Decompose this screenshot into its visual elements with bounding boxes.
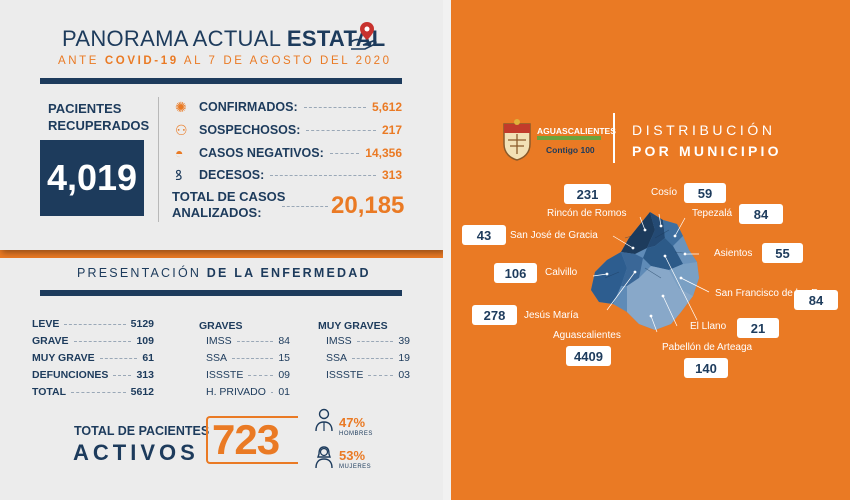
distribution-subtitle: POR MUNICIPIO [632,143,782,159]
municipality-value: 4409 [566,346,611,366]
muy-graves-header: MUY GRAVES [318,320,388,332]
table-row: GRAVE 109 [32,335,154,347]
divider [613,113,615,163]
municipality-name: Rincón de Romos [547,208,627,219]
municipality-value: 84 [739,204,783,224]
municipality-name: San Francisco de los Romo [715,288,838,299]
stat-label: CASOS NEGATIVOS: [199,146,324,160]
municipality-value: 278 [472,305,517,325]
table-row: H. PRIVADO 01 [206,386,290,398]
municipality-name: Calvillo [545,267,578,278]
table-row: SSA 15 [206,352,290,364]
dotted-leader [282,206,328,207]
stat-row-decesos: ꝸ DECESOS: 313 [175,166,402,184]
women-label: MUJERES [339,464,372,470]
section-title: PRESENTACIÓN DE LA ENFERMEDAD [77,266,371,280]
hand-location-pin-icon [350,22,377,50]
table-row: SSA 19 [326,352,410,364]
recovered-value: 4,019 [40,140,144,216]
municipality-name: Asientos [714,248,753,259]
ribbon-icon: ꝸ [175,166,183,183]
municipality-value: 231 [564,184,611,204]
stat-row-negativos: ◓ CASOS NEGATIVOS: 14,356 [175,144,402,162]
recovered-label: PACIENTES RECUPERADOS [48,101,150,133]
municipality-value: 84 [794,290,838,310]
divider [158,97,159,222]
active-value-frame [206,416,298,464]
total-cases-value: 20,185 [331,192,405,219]
women-percentage: 53% [339,448,366,463]
municipality-name: San José de Gracia [510,230,598,241]
municipality-name: Tepezalá [692,208,733,219]
divider [40,290,402,296]
stat-label: CONFIRMADOS: [199,100,298,114]
state-overview-panel: PANORAMA ACTUAL ESTATAL ANTE COVID-19 AL… [0,0,443,250]
stat-value: 217 [381,123,402,137]
logo-slogan: Contigo 100 [546,145,595,155]
municipality-name: Pabellón de Arteaga [662,342,753,353]
divider [40,78,402,84]
dotted-leader [329,152,360,154]
men-percentage: 47% [339,415,366,430]
graves-header: GRAVES [199,320,243,332]
municipality-value: 55 [762,243,803,263]
person-virus-icon: ⚇ [175,121,188,138]
divider [443,0,451,500]
page-subtitle: ANTE COVID-19 AL 7 DE AGOSTO DEL 2020 [58,55,392,67]
table-row: IMSS 39 [326,335,410,347]
municipality-name: El Llano [690,321,727,332]
face-mask-icon: ◓ [175,145,184,161]
logo-text: AGUASCALIENTES [537,126,616,136]
table-row: IMSS 84 [206,335,290,347]
logo-stripe [537,136,601,140]
stat-label: SOSPECHOSOS: [199,123,301,137]
men-label: HOMBRES [339,431,373,437]
table-row: ISSSTE 03 [326,369,410,381]
disease-presentation-panel: PRESENTACIÓN DE LA ENFERMEDAD LEVE 5129 G… [0,258,443,500]
table-row: ISSSTE 09 [206,369,290,381]
active-patients-label: TOTAL DE PACIENTES [74,424,210,438]
stat-value: 5,612 [371,100,402,114]
man-icon [315,408,333,432]
stat-value: 313 [381,168,402,182]
state-coat-of-arms-icon [503,119,531,161]
dotted-leader [303,106,366,108]
stat-row-confirmados: ✺ CONFIRMADOS: 5,612 [175,98,402,116]
stat-row-sospechosos: ⚇ SOSPECHOSOS: 217 [175,121,402,139]
municipality-value: 21 [737,318,779,338]
active-patients-value: 723 [212,416,280,463]
virus-icon: ✺ [175,98,187,115]
active-patients-label-big: ACTIVOS [73,440,199,465]
municipality-value: 140 [684,358,728,378]
table-row: TOTAL 5612 [32,386,154,398]
woman-icon [315,446,333,469]
dotted-leader [270,174,376,176]
municipality-name: Jesús María [524,310,579,321]
table-row: DEFUNCIONES 313 [32,369,154,381]
stat-value: 14,356 [365,146,402,160]
municipality-value: 43 [462,225,506,245]
municipality-name: Cosío [651,187,678,198]
municipality-value: 106 [494,263,537,283]
stat-label: DECESOS: [199,168,265,182]
page-title: PANORAMA ACTUAL ESTATAL [62,26,386,51]
municipality-name: Aguascalientes [553,330,621,341]
aguascalientes-state-map-icon [591,212,710,333]
distribution-title: DISTRIBUCIÓN [632,122,776,138]
dotted-leader [306,129,376,131]
municipality-value: 59 [684,183,726,203]
total-cases-label: TOTAL DE CASOS ANALIZADOS: [172,189,286,220]
table-row: LEVE 5129 [32,318,154,330]
table-row: MUY GRAVE 61 [32,352,154,364]
